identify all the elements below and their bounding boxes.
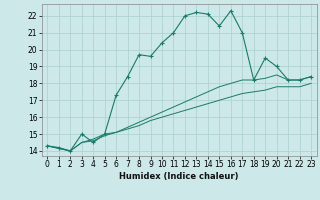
X-axis label: Humidex (Indice chaleur): Humidex (Indice chaleur) (119, 172, 239, 181)
